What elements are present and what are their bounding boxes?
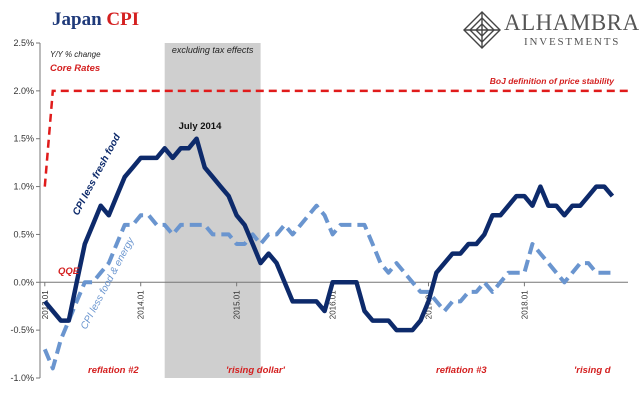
title-part-1: Japan (52, 9, 102, 30)
qqe-label: QQE (58, 266, 80, 277)
subtitle-core-rates: Core Rates (50, 63, 100, 74)
diamond-logo-icon (463, 11, 501, 49)
logo-subtitle: INVESTMENTS (524, 36, 621, 48)
x-tick-label: 2018.01 (520, 290, 529, 319)
reflation-2-label: reflation #2 (88, 365, 139, 376)
title-part-2: CPI (106, 9, 140, 30)
shaded-region-label: excluding tax effects (172, 45, 254, 55)
x-tick-label: 2014.01 (137, 290, 146, 319)
series-cpi-less-fresh-food (43, 136, 615, 333)
alhambra-logo: ALHAMBRA INVESTMENTS (462, 8, 640, 54)
x-tick-label: 2016.01 (329, 290, 338, 319)
series-label-fresh-food: CPI less fresh food (71, 131, 124, 217)
reflation-3-label: reflation #3 (436, 365, 487, 376)
x-tick-label: 2015.01 (233, 290, 242, 319)
rising-dollar-label: 'rising dollar' (226, 365, 286, 376)
rising-d-label: 'rising d (574, 365, 611, 376)
series-cpi-less-food-energy (42, 203, 613, 371)
y-tick-label: 1.5% (13, 134, 34, 144)
y-tick-label: -1.0% (10, 373, 34, 383)
july-2014-label: July 2014 (179, 121, 222, 132)
y-tick-label: 2.0% (13, 86, 34, 96)
subtitle-yy-change: Y/Y % change (50, 50, 101, 59)
y-tick-label: -0.5% (10, 325, 34, 335)
boj-line-label: BoJ definition of price stability (490, 76, 615, 86)
y-tick-label: 1.0% (13, 182, 34, 192)
chart-title: Japan CPI (52, 9, 139, 31)
y-tick-label: 2.5% (13, 38, 34, 48)
y-tick-label: 0.5% (13, 229, 34, 239)
logo-name: ALHAMBRA (504, 10, 640, 35)
y-tick-label: 0.0% (13, 277, 34, 287)
boj-target-line (43, 89, 628, 187)
tax-shaded-region (164, 43, 261, 378)
